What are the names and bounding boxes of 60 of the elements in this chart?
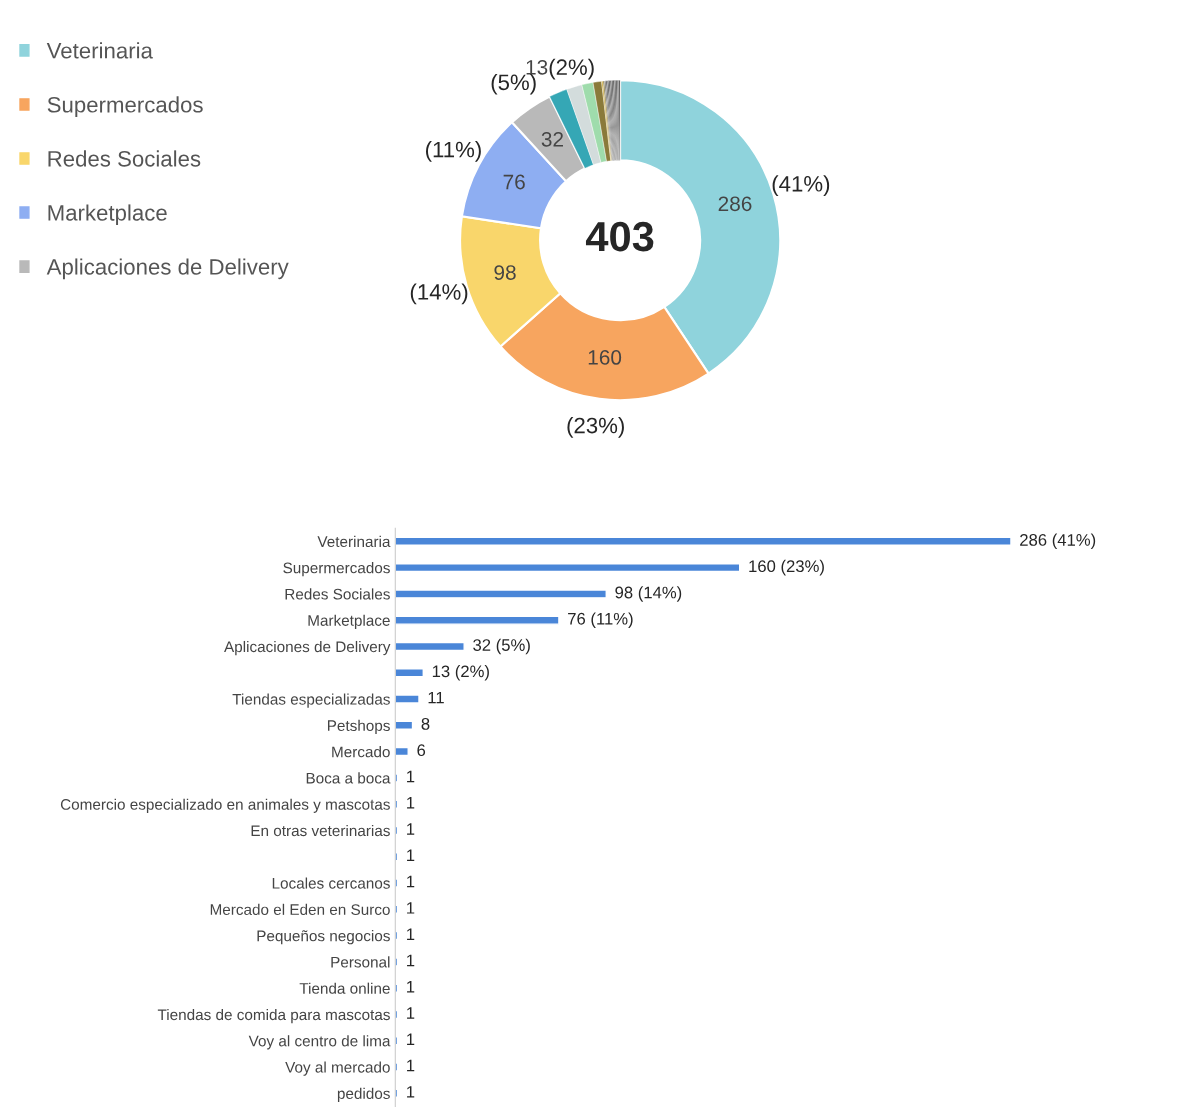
data-label: 1 (407, 1007, 415, 1019)
y-tick-label: pedidos (337, 1087, 390, 1102)
data-label: 1 (407, 1059, 415, 1072)
data-label: 32 (541, 131, 563, 147)
data-label: 1 (407, 1033, 415, 1046)
data-label: 1 (407, 875, 415, 888)
legend-label: Supermercados (47, 96, 203, 117)
data-label: 76 (503, 174, 525, 190)
data-label: 1 (407, 797, 415, 809)
data-label: 98 (14%) (615, 586, 682, 602)
data-label: 160 (23%) (749, 559, 824, 576)
text: (41%) (772, 175, 830, 197)
data-label: 1 (407, 902, 415, 914)
y-tick-label: Aplicaciones de Delivery (224, 640, 391, 656)
y-tick-label: Boca a boca (306, 772, 391, 784)
y-tick-label: Voy al centro de lima (248, 1035, 391, 1050)
data-label: 1 (407, 823, 415, 835)
data-label: 76 (11%) (568, 612, 633, 628)
data-label: 32 (5%) (473, 638, 530, 655)
text: (14%) (410, 283, 468, 305)
data-label: 11 (428, 691, 444, 704)
data-label: 13 (526, 59, 548, 75)
y-tick-label: En otras veterinarias (251, 824, 390, 837)
data-label: 1 (407, 928, 415, 940)
data-label: 13 (2%) (432, 664, 489, 681)
y-tick-label: Marketplace (308, 614, 390, 629)
y-tick-label: Veterinaria (317, 535, 391, 548)
data-label: 8 (421, 718, 430, 730)
y-tick-label: Pequeños negocios (257, 930, 390, 945)
y-tick-label: Redes Sociales (285, 588, 390, 600)
data-label: 286 (718, 196, 752, 212)
text: (11%) (426, 141, 481, 162)
data-label: 1 (407, 1086, 415, 1098)
y-tick-label: Supermercados (283, 562, 390, 577)
data-label: 160 (588, 350, 622, 365)
text: (23%) (567, 417, 624, 438)
data-label: 286 (41%) (1020, 533, 1096, 550)
data-label: 1 (407, 954, 415, 967)
legend-label: Marketplace (48, 204, 167, 226)
data-label: 1 (407, 770, 415, 783)
y-tick-label: Personal (331, 956, 390, 968)
legend-label: Redes Sociales (48, 150, 201, 167)
y-tick-label: Tienda online (299, 982, 390, 994)
y-tick-label: Mercado (332, 746, 390, 758)
data-label: 1 (407, 981, 415, 993)
data-label: 1 (407, 849, 415, 862)
text: 403 (585, 221, 654, 252)
y-tick-label: Mercado el Eden en Surco (210, 903, 390, 915)
legend-label: Aplicaciones de Delivery (46, 258, 289, 280)
y-tick-label: Tiendas especializadas (232, 693, 390, 708)
data-label: 6 (417, 744, 426, 757)
y-tick-label: Comercio especializado en animales y mascotas (60, 798, 390, 813)
y-tick-label: Petshops (328, 719, 390, 735)
legend-label: Veterinaria (46, 42, 153, 59)
data-label: 98 (494, 265, 516, 280)
y-tick-label: Voy al mercado (285, 1061, 390, 1076)
text: (2%) (549, 58, 594, 80)
y-tick-label: Tiendas de comida para mascotas (157, 1008, 390, 1024)
text: (5%) (491, 73, 536, 95)
y-tick-label: Locales cercanos (272, 877, 390, 889)
